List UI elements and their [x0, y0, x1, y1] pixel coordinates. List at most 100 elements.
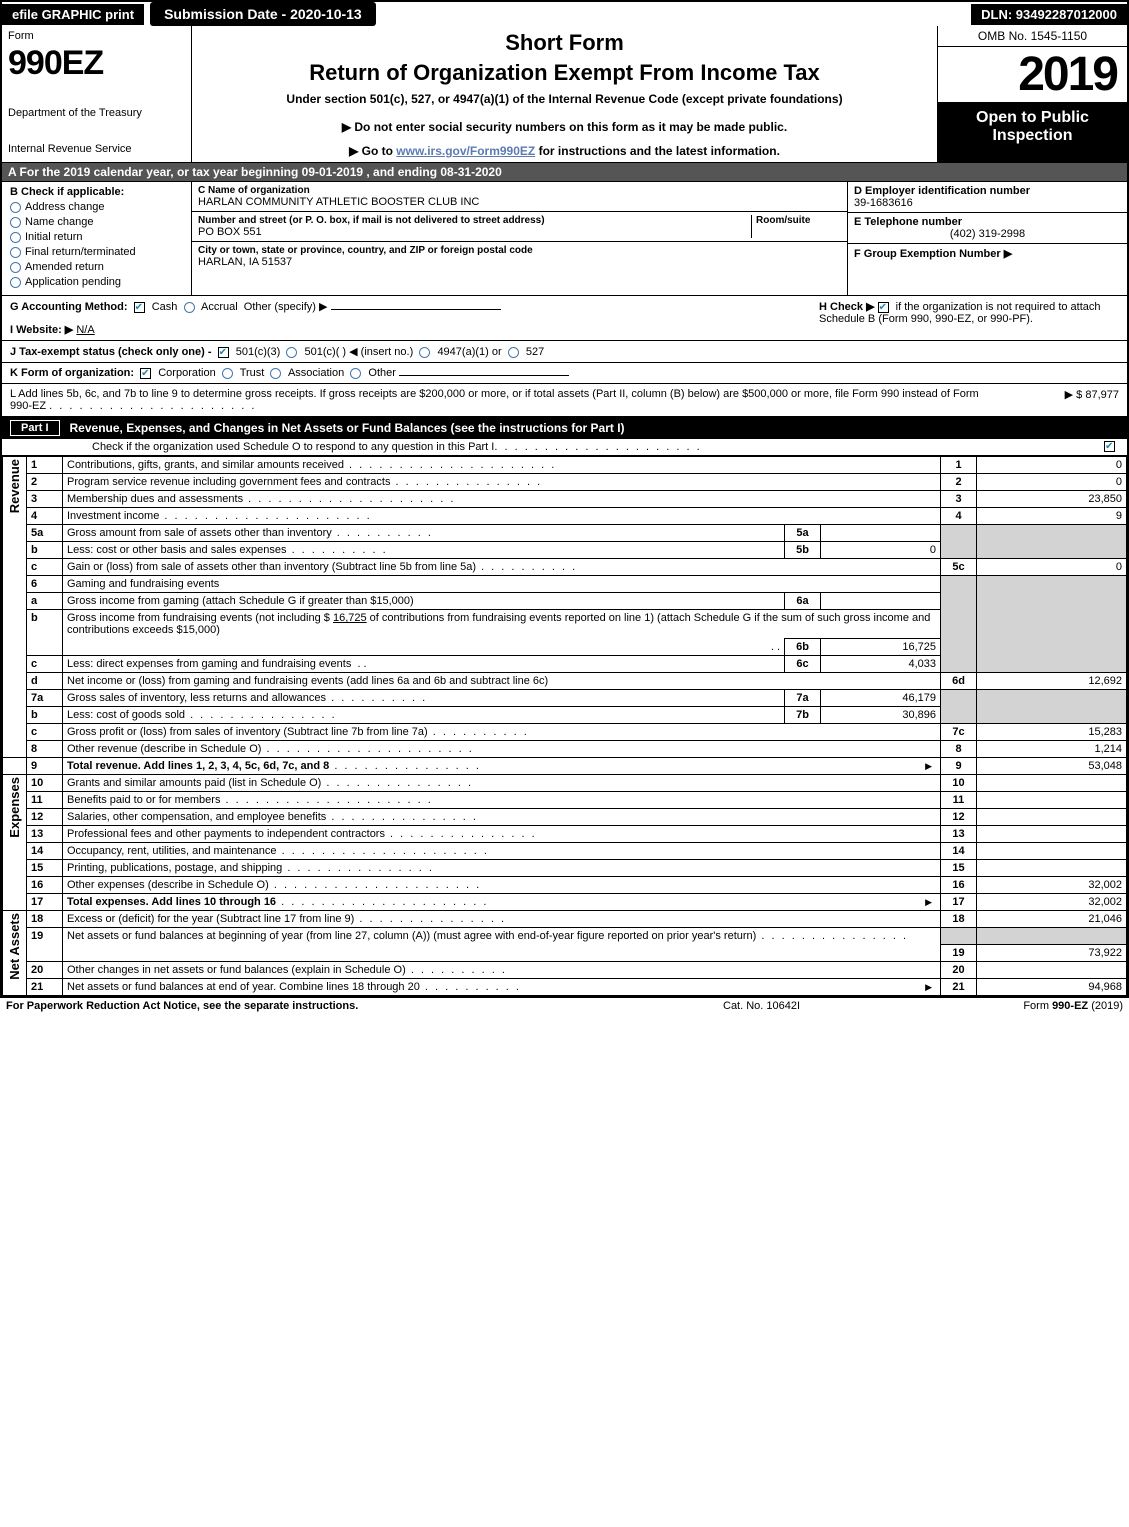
line-value	[977, 792, 1127, 809]
line-desc: Membership dues and assessments	[67, 493, 243, 505]
line-value: 0	[977, 457, 1127, 474]
sub-value: 4,033	[821, 656, 941, 673]
line-num: 18	[27, 911, 63, 928]
sub-ref: 5b	[785, 542, 821, 559]
line-desc: Less: direct expenses from gaming and fu…	[67, 658, 351, 670]
checkbox-527[interactable]	[508, 347, 519, 358]
goto-pre: ▶ Go to	[349, 144, 396, 158]
sub-ref: 6a	[785, 593, 821, 610]
line-num: 10	[27, 775, 63, 792]
4947-label: 4947(a)(1) or	[437, 346, 501, 358]
line-num: d	[27, 673, 63, 690]
form-label: Form	[8, 30, 185, 42]
line-num: 6	[27, 576, 63, 593]
line-desc: Professional fees and other payments to …	[67, 828, 385, 840]
line-num: b	[27, 610, 63, 639]
checkbox-4947[interactable]	[419, 347, 430, 358]
line-value: 23,850	[977, 491, 1127, 508]
line-num: 11	[27, 792, 63, 809]
line-num: 19	[27, 928, 63, 945]
line-value	[977, 809, 1127, 826]
checkbox-name-change[interactable]	[10, 217, 21, 228]
line-desc: Printing, publications, postage, and shi…	[67, 862, 282, 874]
goto-link[interactable]: www.irs.gov/Form990EZ	[396, 144, 535, 158]
line-ref: 17	[941, 894, 977, 911]
checkbox-501c3[interactable]	[218, 347, 229, 358]
final-return-label: Final return/terminated	[25, 246, 136, 258]
under-section: Under section 501(c), 527, or 4947(a)(1)…	[202, 92, 927, 106]
sub-value: 30,896	[821, 707, 941, 724]
line-desc: Gross sales of inventory, less returns a…	[67, 692, 326, 704]
checkbox-schedule-o[interactable]	[1104, 441, 1115, 452]
line-value	[977, 860, 1127, 877]
entity-block: B Check if applicable: Address change Na…	[2, 182, 1127, 296]
line-num: c	[27, 724, 63, 741]
line-desc: Net income or (loss) from gaming and fun…	[67, 675, 548, 687]
line-num: 20	[27, 961, 63, 978]
line-desc: Total expenses. Add lines 10 through 16	[67, 896, 276, 908]
checkbox-trust[interactable]	[222, 368, 233, 379]
name-change-label: Name change	[25, 216, 94, 228]
checkbox-final-return[interactable]	[10, 247, 21, 258]
line-num: 3	[27, 491, 63, 508]
checkbox-501c[interactable]	[286, 347, 297, 358]
line-ref: 10	[941, 775, 977, 792]
goto-post: for instructions and the latest informat…	[535, 144, 780, 158]
line-num: 1	[27, 457, 63, 474]
line-desc: Excess or (deficit) for the year (Subtra…	[67, 913, 354, 925]
line-desc: Gaming and fundraising events	[67, 578, 219, 590]
accrual-label: Accrual	[201, 301, 238, 313]
checkbox-sched-b[interactable]	[878, 302, 889, 313]
checkbox-cash[interactable]	[134, 302, 145, 313]
short-form-title: Short Form	[202, 30, 927, 56]
checkbox-accrual[interactable]	[184, 302, 195, 313]
checkbox-assoc[interactable]	[270, 368, 281, 379]
assoc-label: Association	[288, 367, 344, 379]
checkbox-amended[interactable]	[10, 262, 21, 273]
line-num: 9	[27, 758, 63, 775]
line-desc: Gross income from gaming (attach Schedul…	[67, 595, 414, 607]
line-desc: Less: cost or other basis and sales expe…	[67, 544, 287, 556]
sub-ref: 7a	[785, 690, 821, 707]
line-value: 9	[977, 508, 1127, 525]
c-label: C Name of organization	[198, 185, 841, 196]
line-num: 16	[27, 877, 63, 894]
line-desc: Total revenue. Add lines 1, 2, 3, 4, 5c,…	[67, 760, 329, 772]
line-num: 17	[27, 894, 63, 911]
line-desc: Salaries, other compensation, and employ…	[67, 811, 326, 823]
line-value: 53,048	[977, 758, 1127, 775]
line-num: a	[27, 593, 63, 610]
checkbox-initial-return[interactable]	[10, 232, 21, 243]
omb-number: OMB No. 1545-1150	[938, 26, 1127, 47]
goto-line: ▶ Go to www.irs.gov/Form990EZ for instru…	[202, 144, 927, 158]
line-ref: 1	[941, 457, 977, 474]
amended-label: Amended return	[25, 261, 104, 273]
b-label: B Check if applicable:	[10, 186, 183, 198]
line-ref: 14	[941, 843, 977, 860]
fundraising-amount: 16,725	[333, 612, 367, 624]
line-value: 21,046	[977, 911, 1127, 928]
checkbox-corp[interactable]	[140, 368, 151, 379]
cash-label: Cash	[152, 301, 178, 313]
sub-value: 46,179	[821, 690, 941, 707]
dln-label: DLN: 93492287012000	[971, 4, 1127, 25]
city-state-zip: HARLAN, IA 51537	[198, 256, 841, 268]
line-ref: 20	[941, 961, 977, 978]
checkbox-app-pending[interactable]	[10, 277, 21, 288]
line-value: 12,692	[977, 673, 1127, 690]
part-1-checkline: Check if the organization used Schedule …	[92, 441, 494, 453]
l-row: L Add lines 5b, 6c, and 7b to line 9 to …	[2, 384, 1127, 417]
sub-ref: 7b	[785, 707, 821, 724]
checkbox-address-change[interactable]	[10, 202, 21, 213]
checkbox-other-org[interactable]	[350, 368, 361, 379]
501c3-label: 501(c)(3)	[236, 346, 281, 358]
line-desc: Other changes in net assets or fund bala…	[67, 964, 406, 976]
line-desc: Net assets or fund balances at end of ye…	[67, 981, 420, 993]
city-label: City or town, state or province, country…	[198, 245, 841, 256]
part-1-title: Revenue, Expenses, and Changes in Net As…	[70, 421, 625, 435]
line-value: 32,002	[977, 877, 1127, 894]
efile-label: efile GRAPHIC print	[2, 4, 144, 25]
room-label: Room/suite	[756, 215, 841, 226]
line-desc: Other revenue (describe in Schedule O)	[67, 743, 261, 755]
f-label: F Group Exemption Number ▶	[854, 247, 1121, 260]
